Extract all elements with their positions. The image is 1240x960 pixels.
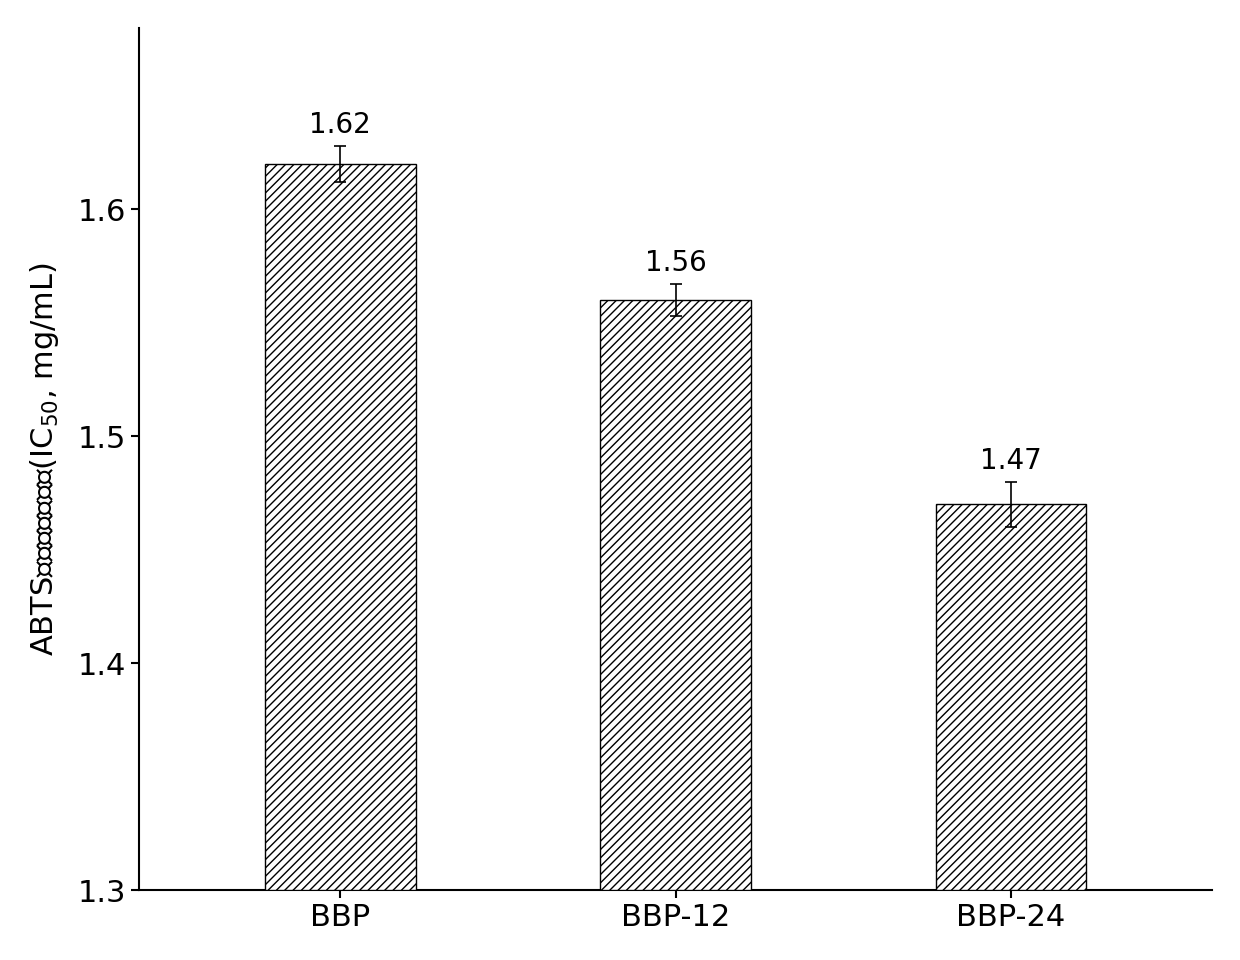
Text: 1.47: 1.47	[980, 446, 1042, 475]
Bar	[265, 164, 415, 890]
Bar	[600, 300, 751, 890]
Text: 1.62: 1.62	[310, 111, 371, 139]
Y-axis label: ABTS自由基清除活性(IC$_{50}$, mg/mL): ABTS自由基清除活性(IC$_{50}$, mg/mL)	[27, 262, 61, 656]
Bar	[935, 504, 1086, 890]
Text: 1.56: 1.56	[645, 250, 707, 277]
